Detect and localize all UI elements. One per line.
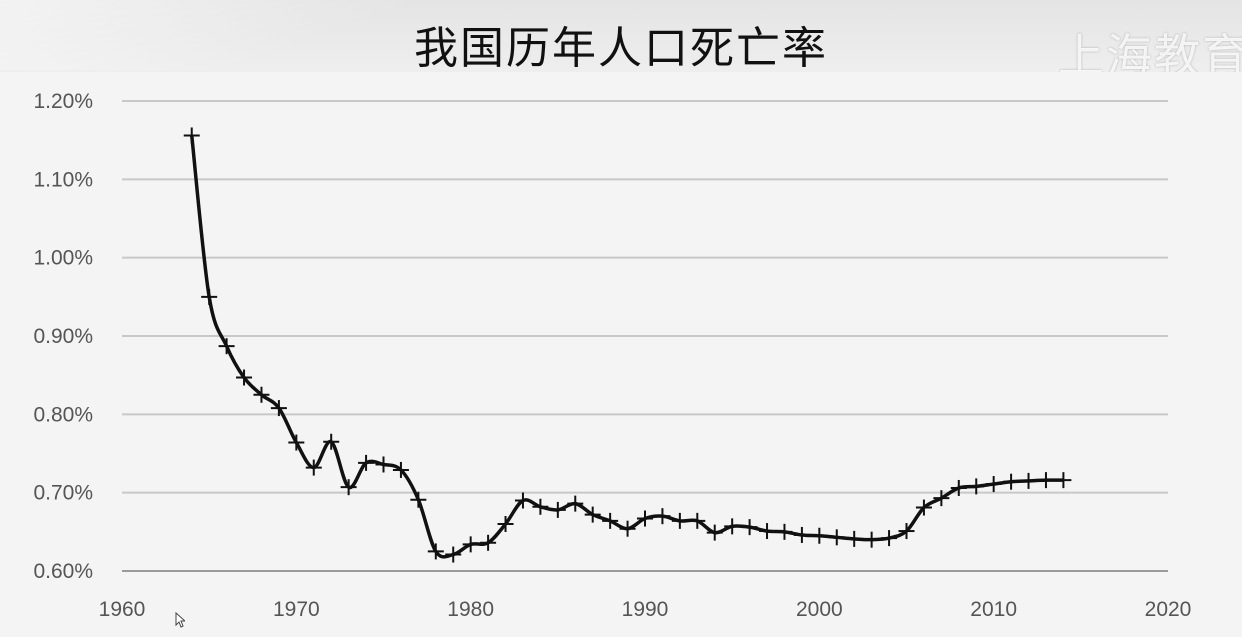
- data-point-marker: [1003, 473, 1020, 490]
- data-point-marker: [689, 512, 706, 529]
- x-tick-label: 1970: [273, 598, 320, 621]
- data-point-marker: [759, 523, 776, 540]
- x-tick-label: 2020: [1145, 598, 1192, 621]
- y-tick-label: 0.70%: [33, 482, 93, 505]
- data-point-marker: [602, 512, 619, 529]
- data-point-marker: [270, 400, 287, 417]
- data-point-marker: [724, 518, 741, 535]
- data-point-marker: [637, 510, 653, 527]
- data-point-marker: [253, 386, 270, 403]
- data-point-marker: [445, 546, 462, 563]
- data-point-marker: [236, 369, 253, 386]
- data-point-marker: [828, 529, 845, 546]
- grid-lines: [122, 100, 1168, 572]
- data-point-marker: [1037, 472, 1054, 489]
- data-point-marker: [741, 519, 758, 536]
- data-point-marker: [619, 520, 636, 537]
- data-point-marker: [392, 461, 409, 478]
- data-point-marker: [532, 498, 549, 515]
- data-point-marker: [201, 288, 218, 305]
- y-tick-label: 0.60%: [33, 560, 93, 583]
- data-point-marker: [968, 478, 985, 495]
- y-tick-label: 0.80%: [33, 403, 93, 426]
- data-point-marker: [514, 492, 531, 509]
- data-point-marker: [567, 495, 584, 512]
- y-axis-ticks: 0.60% 0.70% 0.80% 0.90% 1.00% 1.10% 1.20%: [33, 90, 93, 583]
- data-point-marker: [410, 491, 427, 508]
- data-point-marker: [706, 524, 723, 541]
- x-tick-label: 1980: [447, 598, 494, 621]
- x-tick-label: 2010: [970, 598, 1017, 621]
- data-point-marker: [427, 543, 444, 560]
- chart-title: 我国历年人口死亡率: [414, 23, 828, 74]
- data-point-marker: [183, 127, 200, 144]
- data-point-marker: [863, 531, 880, 548]
- data-point-marker: [1020, 472, 1037, 489]
- data-point-marker: [654, 508, 671, 525]
- series-markers: [183, 127, 1072, 563]
- background-highlight: [0, 0, 420, 70]
- x-tick-label: 2000: [796, 598, 843, 621]
- data-point-marker: [811, 527, 828, 544]
- plot-area: [0, 72, 1242, 637]
- data-point-marker: [985, 476, 1002, 493]
- data-point-marker: [480, 534, 497, 551]
- data-point-marker: [671, 512, 688, 529]
- data-point-marker: [915, 499, 932, 516]
- data-point-marker: [898, 523, 915, 540]
- data-point-marker: [218, 338, 235, 355]
- x-axis-ticks: 1960 1970 1980 1990 2000 2010 2020: [99, 598, 1192, 621]
- data-point-marker: [584, 506, 601, 523]
- data-point-marker: [793, 526, 810, 543]
- data-point-marker: [776, 523, 793, 540]
- mouse-cursor-icon: [175, 612, 185, 628]
- y-tick-label: 1.10%: [33, 168, 93, 191]
- data-point-marker: [846, 530, 863, 547]
- data-point-marker: [462, 536, 479, 553]
- y-tick-label: 1.00%: [33, 247, 93, 270]
- y-tick-label: 1.20%: [33, 90, 93, 113]
- data-point-marker: [933, 490, 950, 507]
- data-point-marker: [1055, 472, 1072, 489]
- x-tick-label: 1960: [99, 598, 146, 621]
- data-point-marker: [358, 454, 375, 471]
- y-tick-label: 0.90%: [33, 325, 93, 348]
- data-point-marker: [323, 433, 340, 450]
- data-point-marker: [340, 479, 357, 496]
- data-point-marker: [305, 459, 322, 476]
- data-point-marker: [881, 530, 898, 547]
- data-point-marker: [497, 516, 514, 532]
- data-point-marker: [549, 501, 566, 518]
- data-point-marker: [288, 434, 305, 451]
- data-point-marker: [950, 479, 967, 496]
- x-tick-label: 1990: [622, 598, 669, 621]
- data-point-marker: [375, 456, 392, 473]
